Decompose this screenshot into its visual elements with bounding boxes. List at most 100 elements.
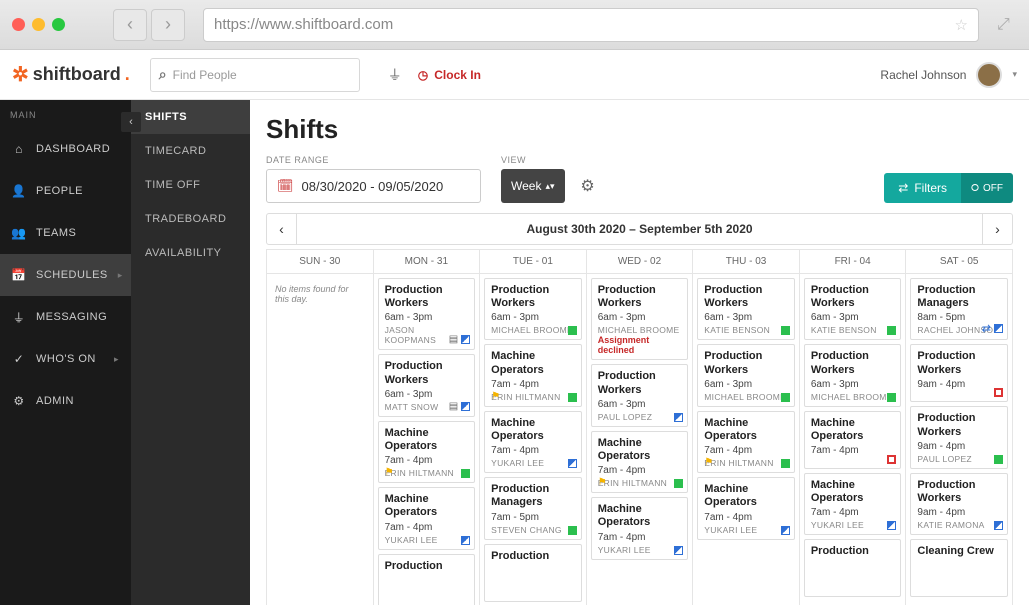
day-body: Production Workers6am - 3pmMICHAEL BROOM…	[587, 274, 693, 605]
user-menu[interactable]: Rachel Johnson ▾	[880, 62, 1017, 88]
chevron-right-icon: ▸	[118, 270, 123, 281]
shift-badges	[568, 459, 577, 468]
shift-title: Machine Operators	[598, 437, 682, 463]
shift-card[interactable]: Machine Operators7am - 4pmERIN HILTMANN⚑	[484, 344, 582, 406]
shift-card[interactable]: Machine Operators7am - 4pmERIN HILTMANN⚑	[697, 411, 795, 473]
shift-card[interactable]: Machine Operators7am - 4pmYUKARI LEE	[591, 497, 689, 559]
shift-title: Production	[385, 560, 469, 573]
app-topbar: ✲ shiftboard. ⌕ Find People ⏚ ◷ Clock In…	[0, 50, 1029, 100]
shift-card[interactable]: Production	[378, 554, 476, 605]
settings-button[interactable]: ⚙	[575, 173, 601, 199]
shift-card[interactable]: Machine Operators7am - 4pmYUKARI LEE	[804, 473, 902, 535]
collapse-sidebar[interactable]: ‹	[121, 112, 141, 132]
shift-badges: ▤	[449, 401, 470, 412]
view-value: Week	[511, 179, 541, 193]
day-column: WED - 02 Production Workers6am - 3pmMICHA…	[587, 250, 694, 605]
shift-time: 7am - 4pm	[491, 445, 575, 456]
nav-buttons: ‹ ›	[113, 9, 185, 41]
sidebar-item-who-s-on[interactable]: ✓WHO'S ON▸	[0, 338, 131, 380]
subnav-item-shifts[interactable]: SHIFTS	[131, 100, 250, 134]
minimize-window[interactable]	[32, 18, 45, 31]
sidebar-icon: ⏚	[12, 309, 26, 326]
shift-title: Production Workers	[704, 284, 788, 310]
filters-off-button[interactable]: ⭘ OFF	[961, 173, 1013, 203]
shift-card[interactable]: Production Managers7am - 5pmSTEVEN CHANG	[484, 477, 582, 539]
shift-card[interactable]: Production Workers6am - 3pmMATT SNOW▤	[378, 354, 476, 416]
forward-button[interactable]: ›	[151, 9, 185, 41]
shift-card[interactable]: Production Workers9am - 4pmPAUL LOPEZ	[910, 406, 1008, 468]
shift-badges	[887, 455, 896, 464]
shift-card[interactable]: Machine Operators7am - 4pmYUKARI LEE	[697, 477, 795, 539]
sidebar-item-messaging[interactable]: ⏚MESSAGING	[0, 296, 131, 338]
subnav-item-timecard[interactable]: TIMECARD	[131, 134, 250, 168]
shift-time: 7am - 4pm	[811, 507, 895, 518]
shift-card[interactable]: Production Workers6am - 3pmPAUL LOPEZ	[591, 364, 689, 426]
calendar-icon: 🗓	[277, 178, 294, 194]
date-range-input[interactable]: 🗓 08/30/2020 - 09/05/2020	[266, 169, 481, 203]
shift-title: Machine Operators	[704, 483, 788, 509]
shift-card[interactable]: Production Workers6am - 3pmKATIE BENSON	[804, 278, 902, 340]
shift-card[interactable]: Production Workers6am - 3pmMICHAEL BROOM…	[697, 344, 795, 406]
shift-person: KATIE BENSON	[811, 325, 895, 335]
shift-title: Production Workers	[704, 350, 788, 376]
sidebar-item-admin[interactable]: ⚙ADMIN	[0, 380, 131, 422]
clock-in-button[interactable]: ◷ Clock In	[418, 68, 481, 82]
shift-card[interactable]: Machine Operators7am - 4pmERIN HILTMANN⚑	[378, 421, 476, 483]
shift-title: Production Workers	[598, 370, 682, 396]
shift-card[interactable]: Production	[484, 544, 582, 602]
shift-title: Production Workers	[598, 284, 682, 310]
search-input[interactable]: ⌕ Find People	[150, 58, 360, 92]
shift-card[interactable]: Machine Operators7am - 4pmYUKARI LEE	[378, 487, 476, 549]
day-header: THU - 03	[693, 250, 799, 274]
shift-card[interactable]: Production Managers8am - 5pmRACHEL JOHNS…	[910, 278, 1008, 340]
sidebar-item-dashboard[interactable]: ⌂DASHBOARD	[0, 128, 131, 170]
subnav-item-tradeboard[interactable]: TRADEBOARD	[131, 202, 250, 236]
shift-title: Production Workers	[491, 284, 575, 310]
power-icon: ⭘	[971, 183, 979, 194]
url-bar[interactable]: https://www.shiftboard.com ☆	[203, 8, 979, 42]
shift-card[interactable]: Production Workers6am - 3pmMICHAEL BROOM…	[804, 344, 902, 406]
fullscreen-icon[interactable]: ⤢	[997, 16, 1017, 34]
subnav-item-time-off[interactable]: TIME OFF	[131, 168, 250, 202]
filters-button[interactable]: ⇄ Filters	[884, 173, 961, 203]
shift-card[interactable]: Machine Operators7am - 4pmERIN HILTMANN⚑	[591, 431, 689, 493]
subnav-item-availability[interactable]: AVAILABILITY	[131, 236, 250, 270]
flag-icon: ⚑	[598, 477, 607, 488]
shift-title: Production	[811, 545, 895, 558]
prev-week-button[interactable]: ‹	[267, 214, 297, 244]
sidebar-item-people[interactable]: 👤PEOPLE	[0, 170, 131, 212]
back-button[interactable]: ‹	[113, 9, 147, 41]
shift-card[interactable]: Production Workers6am - 3pmMICHAEL BROOM…	[484, 278, 582, 340]
shift-time: 6am - 3pm	[704, 312, 788, 323]
bookmark-icon[interactable]: ☆	[955, 16, 968, 34]
broadcast-icon[interactable]: ⏚	[388, 65, 402, 85]
shift-card[interactable]: Production Workers6am - 3pmMICHAEL BROOM…	[591, 278, 689, 360]
maximize-window[interactable]	[52, 18, 65, 31]
view-select[interactable]: Week ▴▾	[501, 169, 565, 203]
shift-card[interactable]: Production Workers6am - 3pmKATIE BENSON	[697, 278, 795, 340]
shift-person: YUKARI LEE	[598, 545, 682, 555]
shift-card[interactable]: Production Workers9am - 4pm	[910, 344, 1008, 402]
sidebar-item-schedules[interactable]: 📅SCHEDULES▸	[0, 254, 131, 296]
avatar	[976, 62, 1002, 88]
shift-card[interactable]: Machine Operators7am - 4pm	[804, 411, 902, 469]
shift-card[interactable]: Production	[804, 539, 902, 597]
close-window[interactable]	[12, 18, 25, 31]
shift-card[interactable]: Production Workers6am - 3pmJASON KOOPMAN…	[378, 278, 476, 350]
main-content: Shifts DATE RANGE 🗓 08/30/2020 - 09/05/2…	[250, 100, 1029, 605]
day-header: WED - 02	[587, 250, 693, 274]
shift-person: YUKARI LEE	[385, 535, 469, 545]
shift-badges	[674, 546, 683, 555]
shift-badges	[781, 326, 790, 335]
sidebar-item-label: SCHEDULES	[36, 269, 108, 281]
shift-badges	[461, 536, 470, 545]
sidebar-item-teams[interactable]: 👥TEAMS	[0, 212, 131, 254]
shift-card[interactable]: Machine Operators7am - 4pmYUKARI LEE	[484, 411, 582, 473]
shift-title: Production	[491, 550, 575, 563]
shift-badges: ⇄	[982, 322, 1003, 335]
shift-card[interactable]: Production Workers9am - 4pmKATIE RAMONA	[910, 473, 1008, 535]
shift-card[interactable]: Cleaning Crew	[910, 539, 1008, 597]
shift-person: STEVEN CHANG	[491, 525, 575, 535]
logo[interactable]: ✲ shiftboard.	[12, 62, 130, 87]
next-week-button[interactable]: ›	[982, 214, 1012, 244]
